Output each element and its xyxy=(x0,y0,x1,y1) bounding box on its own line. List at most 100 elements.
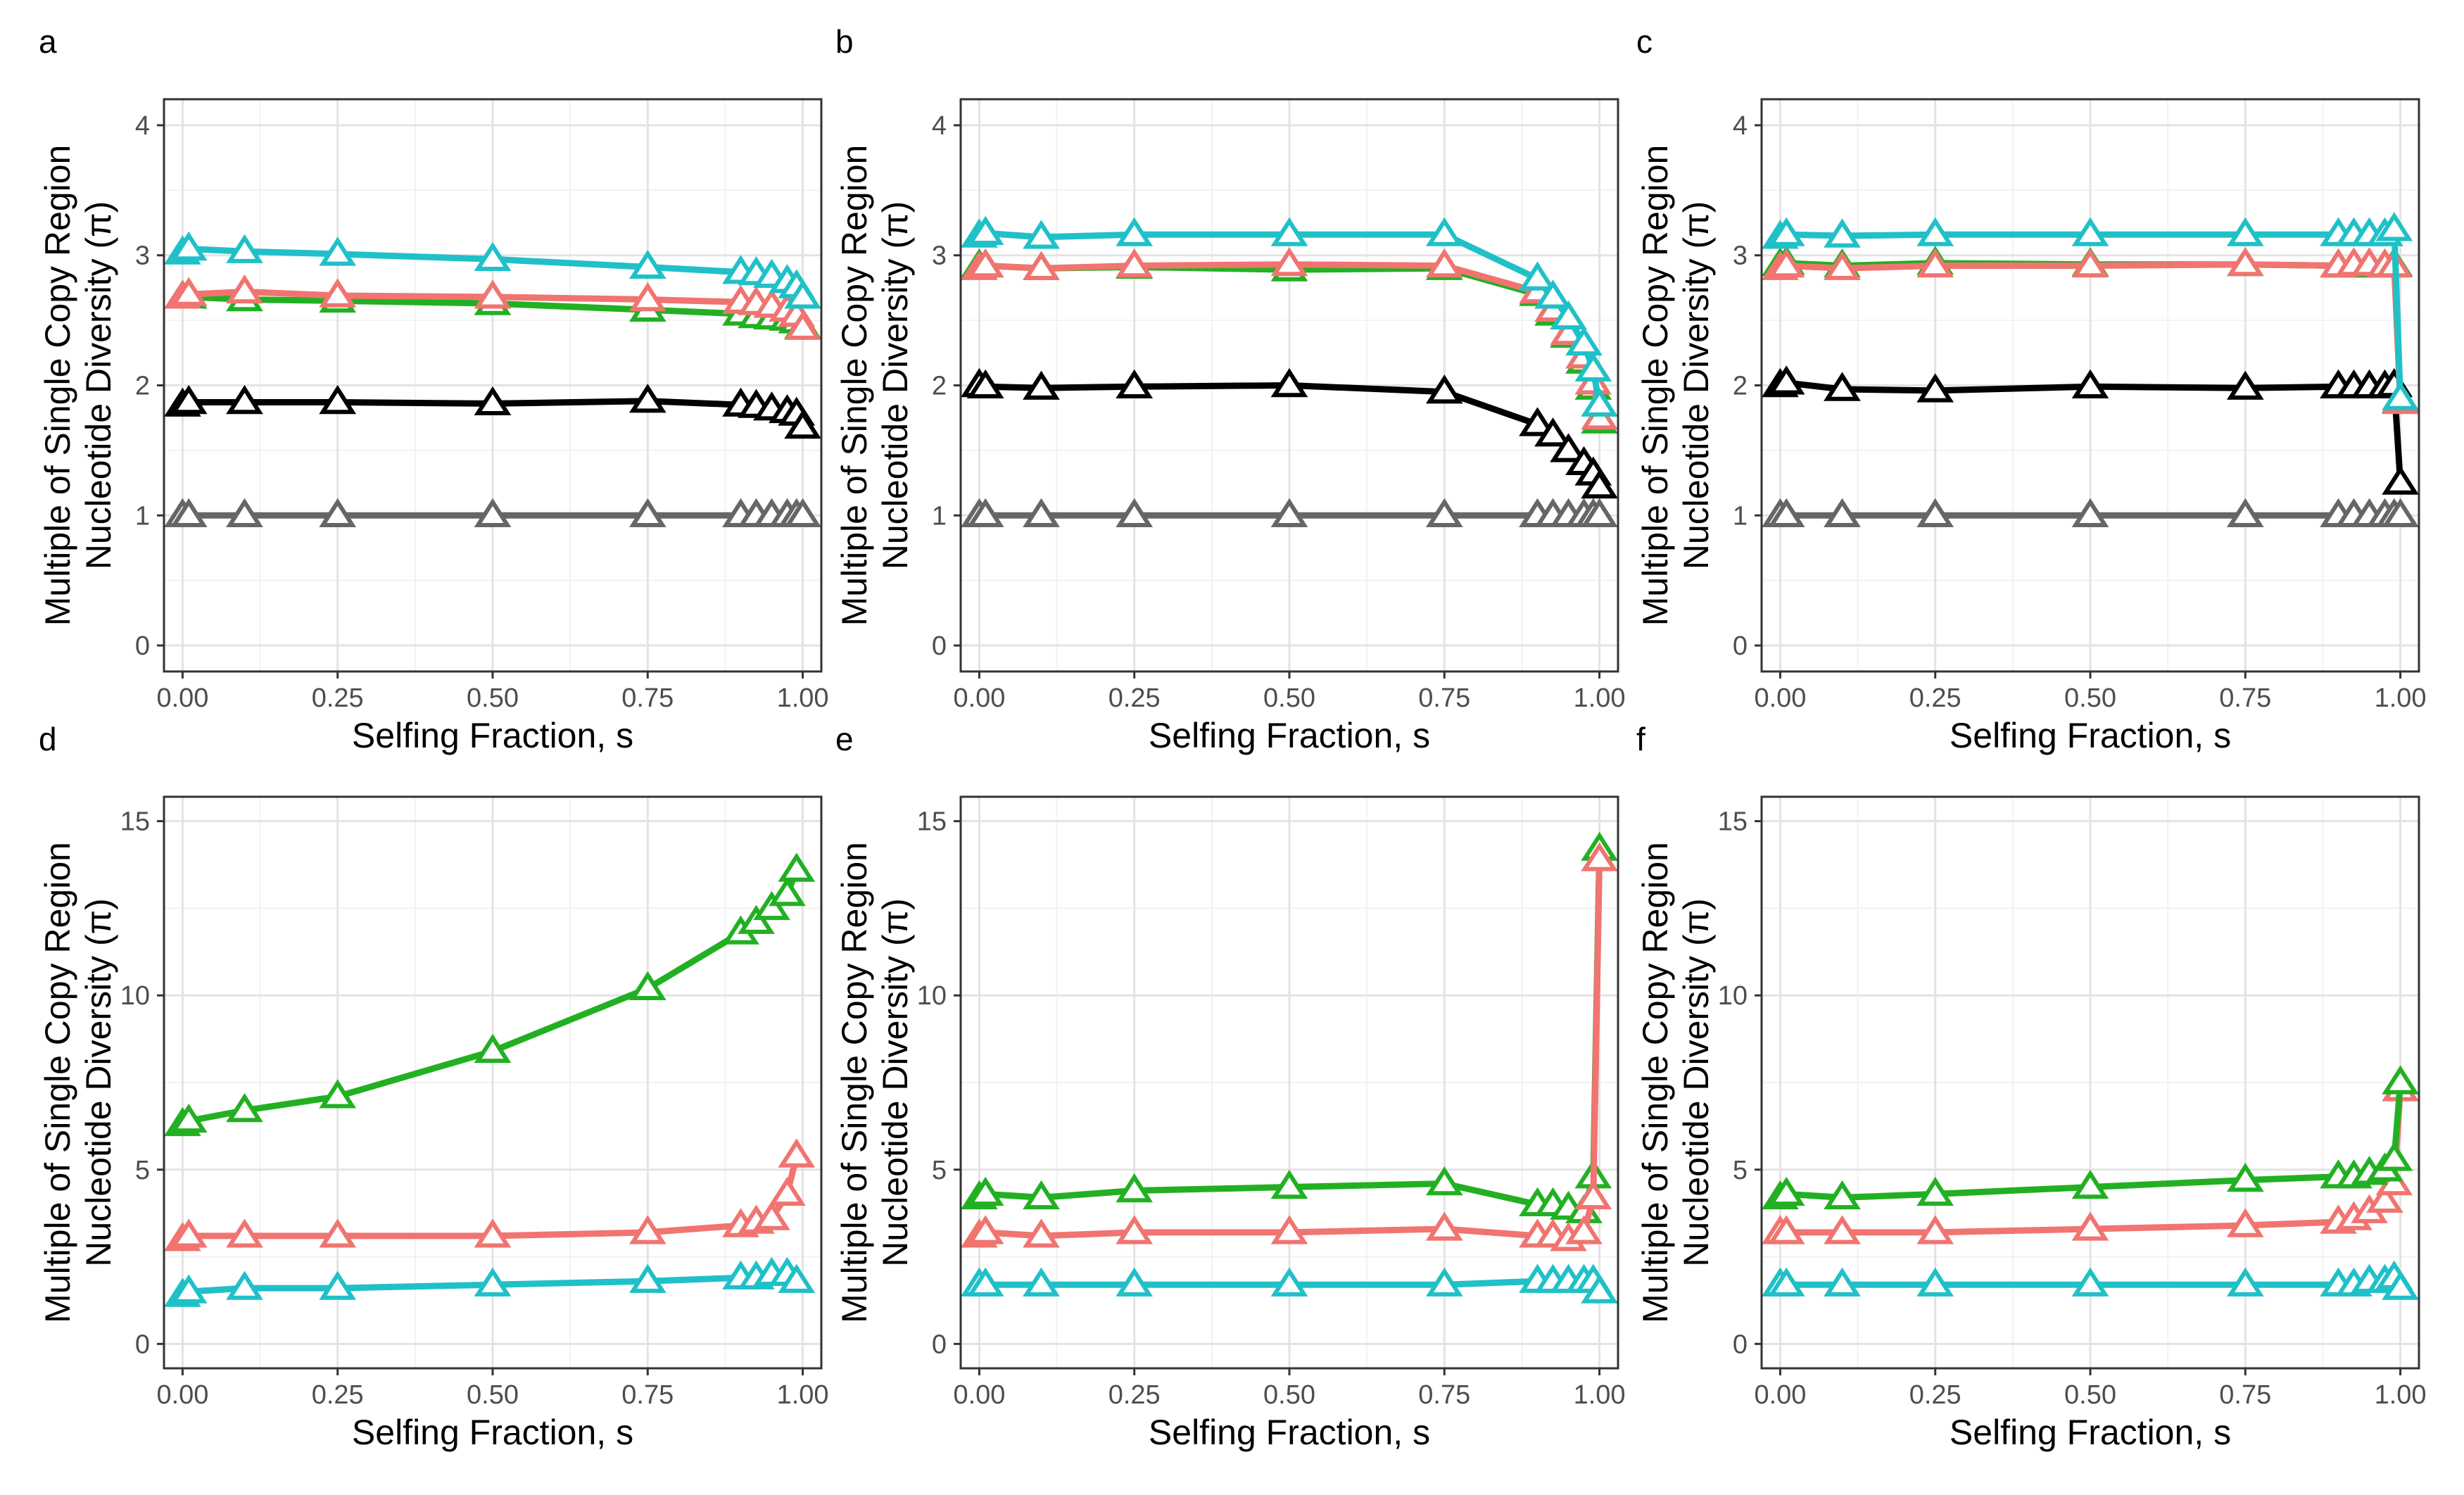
data-point-gray xyxy=(1270,498,1308,527)
y-tick-label: 5 xyxy=(135,1156,150,1185)
data-point-red xyxy=(784,310,821,340)
data-point-black xyxy=(1023,370,1060,400)
data-point-cyan xyxy=(1116,1267,1154,1297)
y-tick-label: 0 xyxy=(1733,631,1748,661)
y-tick-label: 4 xyxy=(1733,111,1748,141)
data-point-green xyxy=(778,852,816,882)
data-point-green xyxy=(753,890,790,921)
data-point-red xyxy=(2366,1183,2403,1213)
data-point-red xyxy=(1270,247,1308,277)
y-axis-title: Multiple of Single Copy Region xyxy=(38,842,77,1323)
data-point-green xyxy=(628,971,666,1000)
y-tick-label: 3 xyxy=(1733,241,1748,271)
data-point-gray xyxy=(784,498,821,527)
data-point-red xyxy=(1916,248,1954,278)
data-point-black xyxy=(170,384,208,415)
y-tick-label: 0 xyxy=(1733,1330,1748,1359)
data-point-gray xyxy=(966,498,1004,527)
data-point-green xyxy=(1767,1176,1805,1206)
data-point-cyan xyxy=(1550,300,1587,330)
data-point-cyan xyxy=(628,249,666,279)
data-point-red xyxy=(1270,1215,1308,1244)
data-point-cyan xyxy=(2382,381,2419,410)
x-tick-label: 0.25 xyxy=(1909,1380,1961,1410)
panel-letter: a xyxy=(39,23,57,60)
y-axis-title: Multiple of Single Copy Region xyxy=(1636,145,1675,626)
data-point-green xyxy=(226,1093,263,1123)
data-point-red xyxy=(1824,1215,1861,1244)
data-point-green xyxy=(1023,1180,1060,1210)
data-point-cyan xyxy=(1023,220,1060,249)
x-axis-title: Selfing Fraction, s xyxy=(352,716,633,755)
data-point-black xyxy=(1916,373,1954,403)
x-tick-label: 1.00 xyxy=(2375,1380,2427,1410)
data-point-green xyxy=(2375,1142,2413,1171)
y-tick-label: 4 xyxy=(135,111,150,141)
x-tick-label: 0.75 xyxy=(621,683,674,713)
y-tick-label: 15 xyxy=(1718,807,1748,837)
data-point-red xyxy=(1767,248,1805,278)
data-point-red xyxy=(1824,251,1861,280)
data-point-red xyxy=(1116,248,1154,278)
x-tick-label: 1.00 xyxy=(777,683,829,713)
data-point-red xyxy=(1425,1211,1463,1241)
y-tick-label: 5 xyxy=(932,1156,947,1185)
data-point-green xyxy=(1916,1176,1954,1206)
data-point-green xyxy=(738,904,775,934)
data-point-cyan xyxy=(1270,217,1308,246)
data-point-black xyxy=(1534,417,1572,447)
x-tick-label: 0.00 xyxy=(953,1380,1005,1410)
data-point-black xyxy=(1550,433,1587,462)
data-point-red xyxy=(2071,1211,2109,1241)
data-point-red xyxy=(1916,1215,1954,1244)
data-point-green xyxy=(319,1079,357,1109)
y-tick-label: 4 xyxy=(932,111,947,141)
panel-c: c 0 1 2 3 4 0.00 0.25 0.50 0.75 1.00 Selfing Fracti… xyxy=(1636,23,2427,755)
data-point-red xyxy=(966,248,1004,278)
data-point-black xyxy=(474,386,512,415)
x-tick-label: 0.50 xyxy=(467,683,519,713)
data-point-black xyxy=(319,384,357,415)
x-tick-label: 0.75 xyxy=(2219,1380,2271,1410)
panel-f: f 0 5 10 15 0.00 0.25 0.50 0.75 1.00 Selfing Fract… xyxy=(1636,721,2427,1452)
data-point-gray xyxy=(2226,498,2264,527)
data-point-black xyxy=(1581,469,1618,499)
data-point-red xyxy=(170,277,208,306)
x-tick-label: 0.50 xyxy=(1263,1380,1315,1410)
data-point-cyan xyxy=(1581,387,1618,417)
data-point-cyan xyxy=(628,1263,666,1293)
data-point-red xyxy=(1574,1180,1612,1210)
data-point-red xyxy=(628,1215,666,1244)
data-point-cyan xyxy=(319,1270,357,1300)
data-point-red xyxy=(778,1138,816,1168)
y-tick-label: 0 xyxy=(135,631,150,661)
data-point-red xyxy=(474,1218,512,1248)
y-axis-title: Multiple of Single Copy Region xyxy=(835,145,874,626)
data-point-red xyxy=(1023,1218,1060,1248)
x-tick-label: 1.00 xyxy=(1574,1380,1626,1410)
x-tick-label: 0.25 xyxy=(1108,1380,1161,1410)
x-tick-label: 0.25 xyxy=(312,1380,364,1410)
data-point-cyan xyxy=(1425,1267,1463,1297)
data-point-cyan xyxy=(1270,1267,1308,1297)
data-point-gray xyxy=(1023,498,1060,527)
x-tick-label: 0.75 xyxy=(1418,683,1470,713)
data-point-black xyxy=(2226,370,2264,400)
x-tick-label: 0.00 xyxy=(156,1380,208,1410)
data-point-cyan xyxy=(966,215,1004,245)
data-point-gray xyxy=(1767,498,1805,527)
data-point-black xyxy=(2071,369,2109,398)
y-axis-title: Nucleotide Diversity (π) xyxy=(876,201,915,570)
data-point-cyan xyxy=(2375,212,2413,241)
data-point-cyan xyxy=(170,1274,208,1304)
data-point-green xyxy=(170,1103,208,1133)
data-point-gray xyxy=(628,498,666,527)
data-point-black xyxy=(1519,407,1556,436)
data-point-cyan xyxy=(1824,218,1861,248)
data-point-red xyxy=(474,279,512,309)
panel-letter: d xyxy=(39,721,57,757)
data-point-cyan xyxy=(784,279,821,309)
x-tick-label: 0.50 xyxy=(2064,683,2116,713)
y-axis-title: Multiple of Single Copy Region xyxy=(835,842,874,1323)
data-point-cyan xyxy=(1425,217,1463,246)
